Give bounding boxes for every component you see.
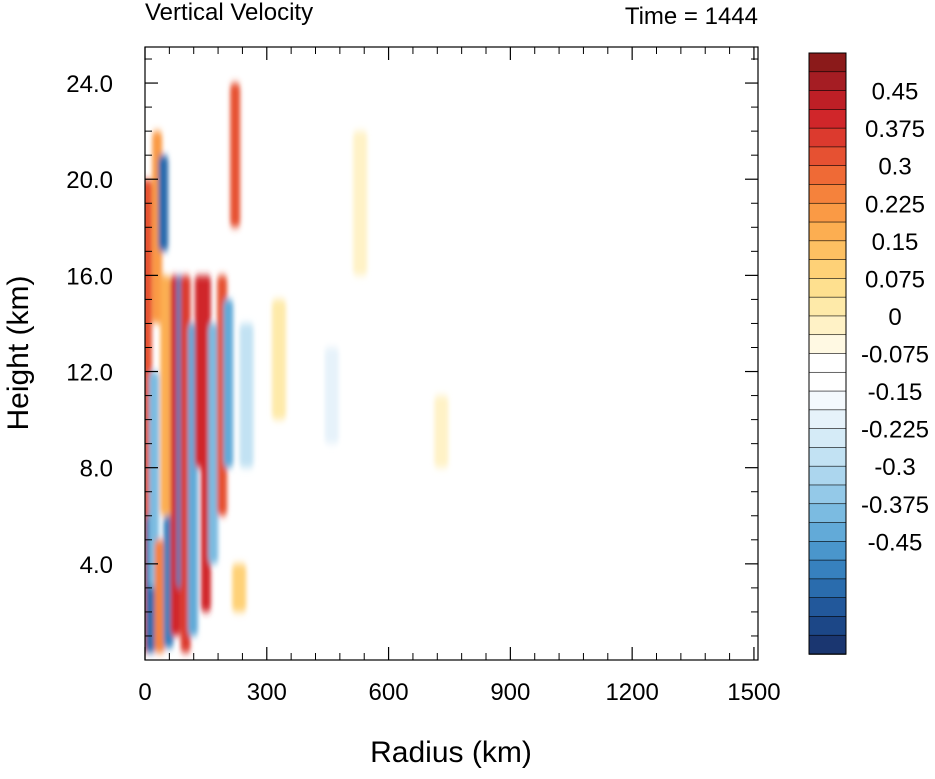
y-tick-labels: 4.0 8.0 12.0 16.0 20.0 24.0 [66,71,113,579]
colorbar-label: 0.3 [878,154,911,181]
heatmap-feature [434,395,449,468]
colorbar-labels: 0.45 0.375 0.3 0.225 0.15 0.075 0 -0.075 -0.15 -0… [861,79,929,557]
colorbar-label: -0.075 [861,342,929,369]
colorbar-label: -0.15 [868,379,923,406]
x-tick-label: 1500 [727,679,780,706]
colorbar-segment [808,465,847,486]
colorbar-segment [808,165,847,186]
x-tick-label: 900 [490,679,530,706]
heatmap-feature [223,299,234,468]
colorbar-segment [808,296,847,317]
colorbar-segment [808,334,847,355]
colorbar-label: -0.225 [861,417,929,444]
x-tick-label: 300 [247,679,287,706]
heatmap-feature [148,371,159,588]
y-tick-label: 12.0 [66,360,113,387]
x-tick-label: 0 [138,679,151,706]
colorbar-segment [808,371,847,392]
colorbar-segment [808,616,847,637]
colorbar-segment [808,259,847,280]
colorbar-segment [808,71,847,92]
y-axis-label: Height (km) [2,275,35,430]
colorbar-label: -0.45 [868,529,923,556]
colorbar-label: 0.375 [865,116,925,143]
heatmap-feature [239,323,254,468]
colorbar [808,52,847,655]
y-tick-label: 16.0 [66,263,113,290]
colorbar-segment [808,146,847,167]
colorbar-segment [808,109,847,129]
colorbar-segment [808,578,847,599]
colorbar-segment [808,541,847,561]
colorbar-segment [808,390,847,411]
colorbar-label: 0.45 [872,79,919,106]
heatmap-feature [158,155,169,252]
colorbar-label: 0.15 [872,229,919,256]
heatmap-feature [353,131,368,276]
colorbar-segment [808,127,847,148]
colorbar-segment [808,353,847,374]
colorbar-label: 0.225 [865,191,925,218]
heatmap-feature [208,323,219,564]
colorbar-segment [808,428,847,449]
chart-title: Vertical Velocity [145,0,313,26]
x-axis-label: Radius (km) [370,736,532,769]
colorbar-segment [808,52,847,73]
colorbar-segment [808,484,847,505]
colorbar-label: -0.375 [861,492,929,519]
colorbar-segment [808,315,847,336]
colorbar-segment [808,278,847,298]
colorbar-label: 0 [888,304,901,331]
heatmap-feature [230,83,241,228]
heatmap-feature [324,347,339,444]
heatmap-feature [232,563,247,612]
colorbar-segment [808,240,847,261]
y-tick-label: 20.0 [66,167,113,194]
heatmap-feature [271,299,286,420]
x-tick-label: 600 [369,679,409,706]
colorbar-segment [808,409,847,430]
colorbar-segment [808,90,847,111]
axis-ticks [144,47,758,660]
y-tick-label: 8.0 [80,456,113,483]
colorbar-segment [808,221,847,242]
colorbar-segment [808,597,847,618]
colorbar-segment [808,559,847,580]
x-tick-labels: 0 300 600 900 1200 1500 [138,679,780,706]
colorbar-label: 0.075 [865,266,925,293]
colorbar-segment [808,447,847,467]
colorbar-segment [808,522,847,543]
heatmap-feature [160,275,171,516]
colorbar-segment [808,184,847,205]
colorbar-segment [808,202,847,223]
heatmap-feature [154,539,165,653]
colorbar-segment [808,503,847,524]
heatmap-field [145,83,449,653]
chart-time-label: Time = 1444 [625,3,758,30]
y-tick-label: 4.0 [80,552,113,579]
y-tick-label: 24.0 [66,71,113,98]
colorbar-label: -0.3 [874,454,915,481]
colorbar-frame [808,52,847,655]
colorbar-segment [808,634,847,655]
x-tick-label: 1200 [605,679,658,706]
plot-frame [144,46,759,661]
